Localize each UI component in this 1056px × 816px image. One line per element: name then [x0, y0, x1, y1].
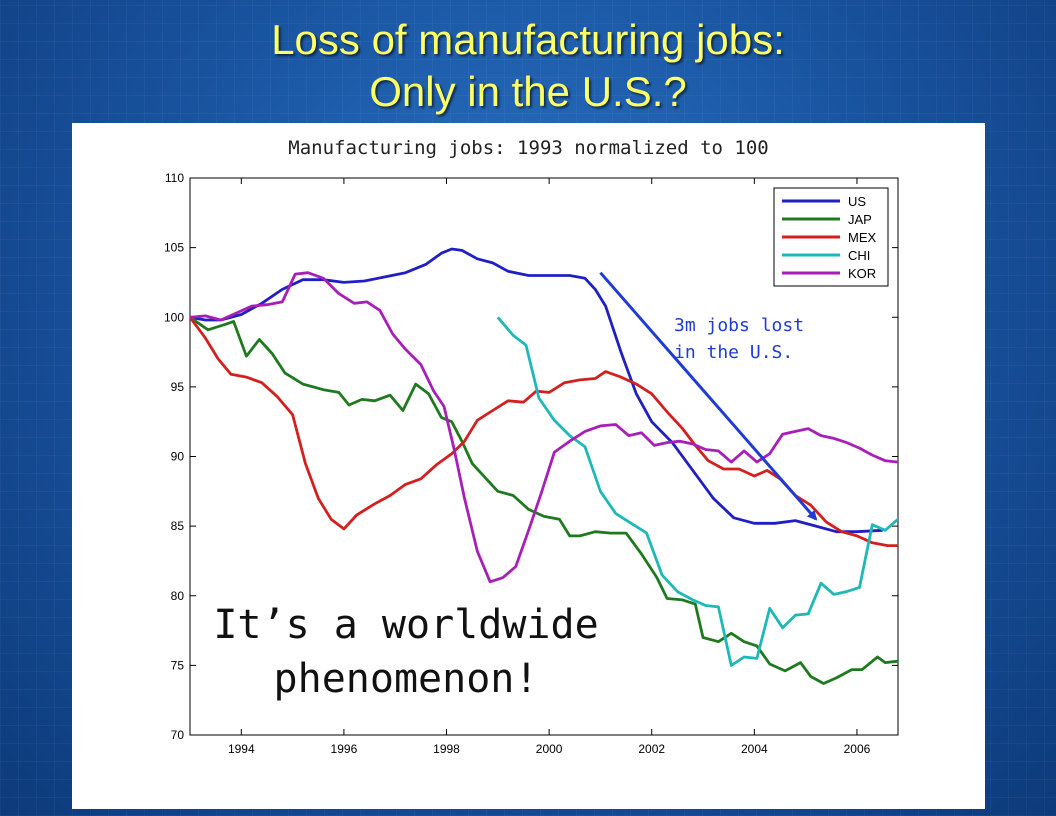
- series-line-kor: [190, 271, 898, 584]
- title-line-2: Only in the U.S.?: [369, 68, 687, 115]
- x-tick-label: 2000: [536, 742, 563, 756]
- y-tick-label: 70: [171, 728, 185, 742]
- y-tick-label: 105: [164, 241, 184, 255]
- y-tick-label: 100: [164, 310, 184, 324]
- x-tick-label: 1996: [331, 742, 358, 756]
- x-tick-label: 1998: [433, 742, 460, 756]
- callout-line-1: 3m jobs lost: [674, 315, 805, 336]
- x-tick-label: 2004: [741, 742, 768, 756]
- legend-label-us: US: [848, 194, 866, 209]
- legend-label-jap: JAP: [848, 212, 872, 227]
- line-chart: 70 75 80 85 90 95 100 105 110 1994 1996 1998 2000 200…: [164, 171, 899, 756]
- x-tick-label: 2002: [638, 742, 665, 756]
- y-tick-label: 80: [171, 589, 185, 603]
- series-line-jap: [190, 316, 898, 685]
- y-tick-label: 75: [171, 658, 185, 672]
- legend-label-mex: MEX: [848, 230, 877, 245]
- series-line-chi: [496, 316, 898, 667]
- series-line-us: [190, 247, 883, 534]
- callout-arrow: [599, 271, 818, 521]
- x-tick-label: 1994: [228, 742, 255, 756]
- callout-line-2: in the U.S.: [674, 342, 794, 363]
- callout-text: 3m jobs lost in the U.S.: [674, 312, 874, 366]
- slide-title: Loss of manufacturing jobs: Only in the …: [0, 14, 1056, 118]
- title-line-1: Loss of manufacturing jobs:: [271, 16, 785, 63]
- legend-label-kor: KOR: [848, 266, 876, 281]
- note-line-1: It’s a worldwide: [213, 602, 599, 648]
- note-line-2: phenomenon!: [273, 656, 539, 702]
- x-tick-label: 2006: [844, 742, 871, 756]
- y-tick-label: 85: [171, 519, 185, 533]
- series-group: [190, 247, 898, 685]
- worldwide-note: It’s a worldwide phenomenon!: [196, 598, 616, 706]
- legend-label-chi: CHI: [848, 248, 870, 263]
- y-tick-label: 110: [165, 171, 184, 185]
- y-tick-label: 95: [171, 380, 185, 394]
- series-line-mex: [190, 316, 898, 547]
- y-tick-label: 90: [171, 450, 185, 464]
- chart-title: Manufacturing jobs: 1993 normalized to 1…: [288, 137, 769, 159]
